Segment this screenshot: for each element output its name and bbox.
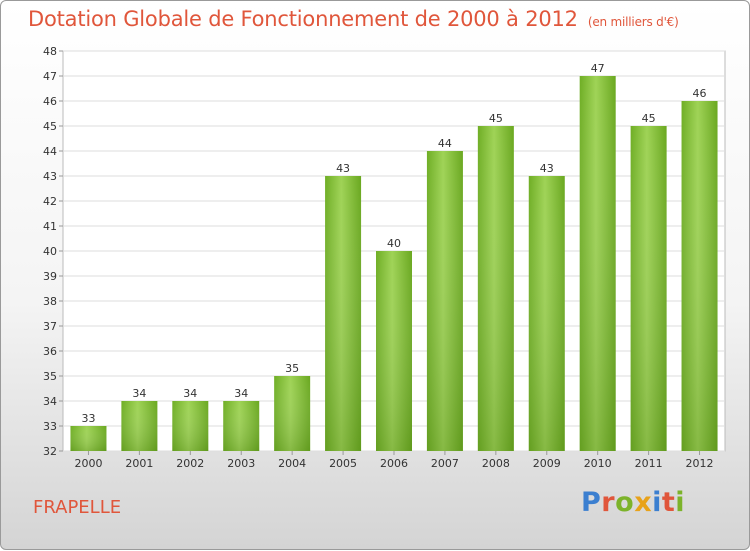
y-tick-label: 40	[43, 245, 57, 258]
x-tick-label-2006: 2006	[380, 457, 408, 470]
bar-shade-2004	[274, 376, 311, 451]
data-label-2003: 34	[234, 387, 248, 400]
bar-shade-2012	[681, 101, 718, 451]
bar-shade-2006	[376, 251, 412, 451]
data-label-2002: 34	[183, 387, 197, 400]
x-tick-label-2009: 2009	[533, 457, 561, 470]
y-tick-label: 38	[43, 295, 57, 308]
y-tick-label: 46	[43, 95, 57, 108]
bar-shade-2010	[579, 76, 616, 451]
y-tick-label: 42	[43, 195, 57, 208]
data-label-2007: 44	[438, 137, 452, 150]
y-tick-label: 37	[43, 320, 57, 333]
bar-shade-2003	[223, 401, 260, 451]
chart-title: Dotation Globale de Fonctionnement de 20…	[28, 7, 679, 31]
data-label-2004: 35	[285, 362, 299, 375]
logo-letter: i	[675, 487, 686, 518]
bar-shade-2001	[121, 401, 158, 451]
data-label-2001: 34	[132, 387, 146, 400]
x-tick-label-2010: 2010	[584, 457, 612, 470]
x-axis-ticks: 2000 2001 2002 2003 2004 2005 2006 2007 2008 2009…	[74, 451, 714, 470]
chart-title-text: Dotation Globale de Fonctionnement de 20…	[28, 7, 578, 31]
x-tick-label-2003: 2003	[227, 457, 255, 470]
bar-shade-2000	[70, 426, 107, 451]
x-tick-label-2008: 2008	[482, 457, 510, 470]
y-tick-label: 47	[43, 70, 57, 83]
bar-shade-2005	[325, 176, 362, 451]
y-tick-label: 34	[43, 395, 57, 408]
data-label-2000: 33	[81, 412, 95, 425]
x-tick-label-2002: 2002	[176, 457, 204, 470]
data-label-2010: 47	[591, 62, 605, 75]
y-tick-label: 36	[43, 345, 57, 358]
bars: 33 34 34 34 35 43 40 44 45 43 47 45 46	[70, 62, 718, 451]
bar-shade-2011	[630, 126, 667, 451]
logo-letter: o	[615, 487, 635, 518]
logo-letter: i	[652, 487, 662, 518]
bar-shade-2007	[426, 151, 463, 451]
logo-letter: P	[581, 487, 602, 518]
y-tick-label: 35	[43, 370, 57, 383]
data-label-2008: 45	[489, 112, 503, 125]
y-tick-label: 33	[43, 420, 57, 433]
x-tick-label-2005: 2005	[329, 457, 357, 470]
data-label-2012: 46	[693, 87, 707, 100]
x-tick-label-2000: 2000	[74, 457, 102, 470]
bar-shade-2008	[477, 126, 514, 451]
x-tick-label-2004: 2004	[278, 457, 306, 470]
proxiti-logo[interactable]: Proxiti	[581, 487, 685, 518]
x-tick-label-2001: 2001	[125, 457, 153, 470]
y-tick-label: 48	[43, 45, 57, 58]
y-tick-label: 44	[43, 145, 57, 158]
logo-letter: t	[661, 487, 676, 518]
x-tick-label-2007: 2007	[431, 457, 459, 470]
x-tick-label-2012: 2012	[686, 457, 714, 470]
bar-shade-2009	[528, 176, 565, 451]
data-label-2009: 43	[540, 162, 554, 175]
logo-letter: r	[601, 487, 616, 518]
chart-unit: (en milliers d'€)	[587, 15, 679, 29]
logo-letter: x	[634, 487, 653, 518]
y-tick-label: 39	[43, 270, 57, 283]
y-tick-label: 45	[43, 120, 57, 133]
data-label-2006: 40	[387, 237, 401, 250]
data-label-2005: 43	[336, 162, 350, 175]
y-axis-ticks: 32 33 34 35 36 37 38 39 40 41 42 43 44 45 46 47 48	[43, 45, 63, 458]
y-tick-label: 32	[43, 445, 57, 458]
x-tick-label-2011: 2011	[635, 457, 663, 470]
data-label-2011: 45	[642, 112, 656, 125]
y-tick-label: 43	[43, 170, 57, 183]
y-tick-label: 41	[43, 220, 57, 233]
commune-name: FRAPELLE	[33, 497, 122, 518]
bar-shade-2002	[172, 401, 209, 451]
